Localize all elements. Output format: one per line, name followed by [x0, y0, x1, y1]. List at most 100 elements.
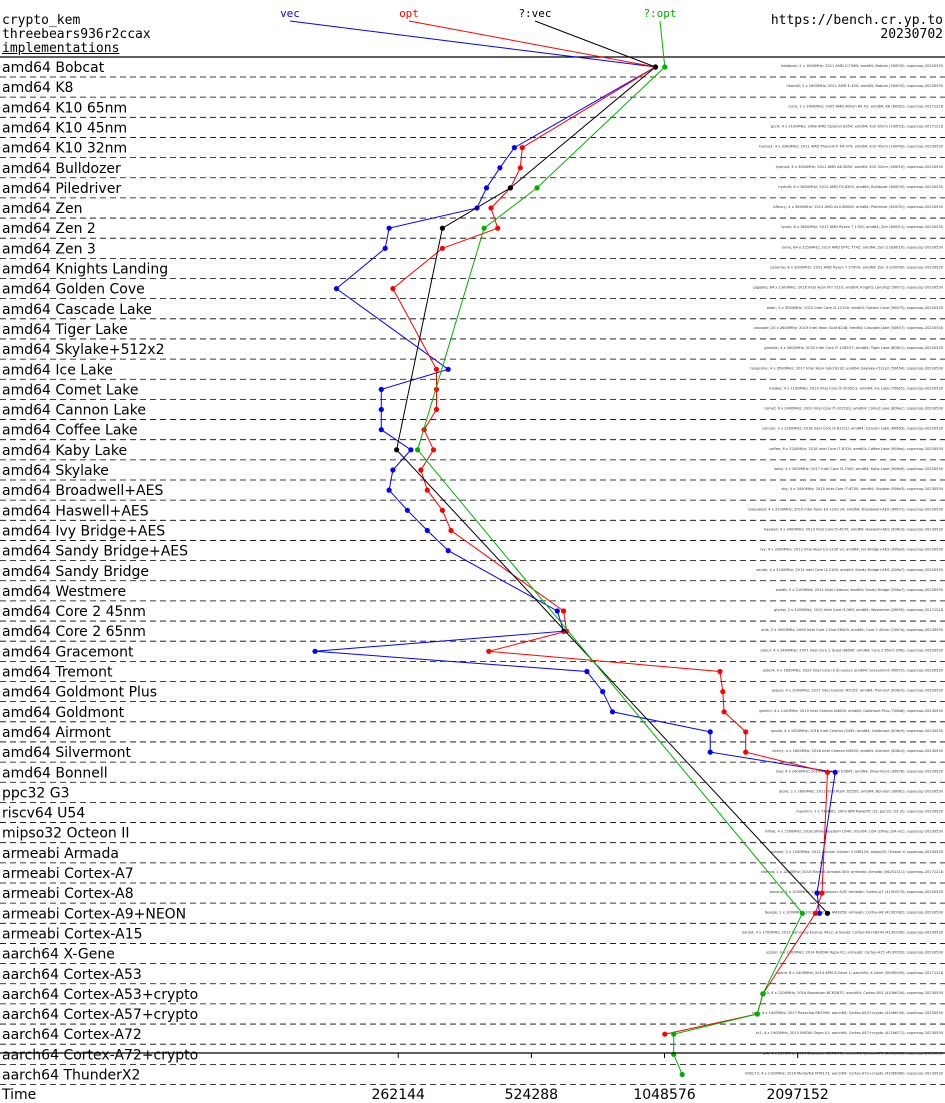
- data-point-?:opt: [671, 1031, 677, 1037]
- x-tick-label: 2097152: [766, 1087, 828, 1103]
- machine-label: amd64 Coffee Lake: [2, 423, 138, 439]
- x-tick-label: 1048576: [633, 1087, 695, 1103]
- series-line-?:vec: [396, 66, 828, 914]
- machine-label: amd64 Silvermont: [2, 745, 132, 761]
- machine-label: amd64 Piledriver: [2, 181, 121, 197]
- machine-label: amd64 K10 32nm: [2, 141, 127, 157]
- machine-note: tangerine; 4 x 3500MHz; 2017 Intel Xeon …: [750, 366, 943, 370]
- machine-note: utils; 2 x 3000MHz; 2009 Intel Core 2 Du…: [761, 628, 944, 632]
- data-point-opt: [439, 507, 445, 513]
- machine-note: gemini; 4 x 1100MHz; 2019 Intel Celeron …: [759, 709, 943, 713]
- data-point-opt: [717, 668, 723, 675]
- data-point-?:vec: [394, 447, 400, 453]
- machine-label: armeabi Armada: [2, 846, 119, 862]
- data-point-?:opt: [534, 185, 540, 191]
- machine-note: gamble; 4 x 2800MHz; 2020 Intel Core i7-…: [764, 346, 943, 350]
- page-header-left: crypto_kem threebears936r2ccax implement…: [2, 14, 151, 56]
- data-point-opt: [488, 205, 494, 211]
- data-point-vec: [333, 286, 339, 292]
- data-point-opt: [424, 487, 430, 493]
- data-point-?:opt: [415, 447, 421, 453]
- machine-note: cezanne; 8 x 3900MHz; 2021 AMD Ryzen 7 5…: [770, 266, 944, 270]
- machine-label: amd64 Haswell+AES: [2, 503, 149, 519]
- machine-note: gcc4; 4 x 2100MHz; 2008 AMD Opteron 8354…: [771, 124, 944, 128]
- machine-note: apollo; 4 x 1500MHz; 2016 Intel Celeron …: [771, 729, 944, 733]
- machine-note: macmini; 1 x 733MHz; 2003 IBM PowerPC G3…: [796, 810, 943, 814]
- machine-label: amd64 Kaby Lake: [2, 443, 127, 459]
- data-point-?:opt: [754, 1011, 760, 1017]
- data-point-opt: [486, 648, 492, 654]
- machine-label: amd64 Tremont: [2, 665, 113, 681]
- data-point-vec: [386, 487, 392, 493]
- machine-note: hydra9; 8 x 3600MHz; 2012 AMD FX-8350; a…: [778, 185, 943, 189]
- data-point-vec: [312, 648, 318, 654]
- data-point-opt: [721, 709, 727, 715]
- site-url[interactable]: https://bench.cr.yp.to: [770, 13, 943, 28]
- data-point-?:vec: [507, 185, 513, 191]
- series-lines: [312, 64, 838, 1078]
- data-point-opt: [812, 910, 819, 916]
- machine-note: icelake; 4 x 1100MHz; 2019 Intel Core i5…: [769, 386, 944, 390]
- page-header-right: https://bench.cr.yp.to 20230702: [771, 14, 943, 42]
- primitive-name: crypto_kem: [2, 13, 81, 28]
- machine-note: cannon; 2 x 2200MHz; 2018 Intel Core i3-…: [762, 427, 944, 431]
- machine-note: banana; 2 x 1000MHz; 2014 Allwinner A20;…: [770, 890, 944, 894]
- machine-note: pi3; 4 x 1200MHz; 2016 Broadcom BCM2837;…: [763, 991, 943, 995]
- data-point-opt: [448, 527, 454, 534]
- data-point-vec: [814, 890, 820, 896]
- machine-label: amd64 Ivy Bridge+AES: [2, 523, 165, 539]
- machine-label: aarch64 Cortex-A72+crypto: [2, 1047, 198, 1063]
- data-point-opt: [561, 608, 567, 614]
- machine-note: sandb; 2 x 2100MHz; 2011 Intel Celeron; …: [776, 588, 944, 592]
- machine-note: bay; 4 x 2400MHz; 2014 Intel Atom E3845;…: [776, 769, 944, 773]
- machine-note: odroid; 4 x 1700MHz; 2013 Samsung Exynos…: [742, 930, 944, 934]
- machine-note: hkanx8; 2 x 1800MHz; 2011 AMD E-450; amd…: [787, 84, 944, 88]
- machine-note: jasper; 4 x 2000MHz; 2021 Intel Celeron …: [771, 689, 944, 693]
- machine-label: amd64 K10 45nm: [2, 120, 127, 136]
- machine-note: sandy; 4 x 3100MHz; 2011 Intel Core i3-2…: [756, 568, 943, 572]
- data-point-opt: [430, 447, 437, 453]
- machine-label: mipso32 Octeon II: [2, 826, 130, 842]
- series-label-vec: vec: [280, 7, 300, 20]
- series-leader-?:vec: [534, 20, 656, 68]
- machine-label: aarch64 Cortex-A53: [2, 967, 142, 983]
- machine-note: bblobcat; 2 x 1600MHz; 2011 AMD G-T56N; …: [781, 64, 943, 68]
- data-point-vec: [404, 507, 410, 513]
- machine-label: amd64 Core 2 65nm: [2, 624, 146, 640]
- machine-label: amd64 Zen 3: [2, 241, 96, 257]
- data-point-vec: [424, 527, 430, 534]
- series-label-?:vec: ?:vec: [518, 7, 551, 20]
- machine-note: latour; 4 x 2400MHz; 2007 Intel Core 2 Q…: [760, 648, 943, 652]
- data-point-?:opt: [481, 225, 487, 231]
- data-point-vec: [378, 386, 384, 392]
- machine-label: amd64 Skylake+512x2: [2, 342, 164, 358]
- series-line-?:opt: [417, 66, 803, 1075]
- machine-label: amd64 Westmere: [2, 584, 126, 600]
- machine-label: amd64 Golden Cove: [2, 282, 145, 298]
- machine-note: ivy; 4 x 3200MHz; 2012 Intel Xeon E3-123…: [760, 548, 943, 552]
- machine-note: rome; 64 x 2250MHz; 2019 AMD EPYC 7742; …: [782, 245, 944, 249]
- machine-note: broadwell; 4 x 3100MHz; 2015 Intel Xeon …: [748, 507, 943, 511]
- data-point-?:vec: [824, 910, 831, 916]
- machine-note: glyme; 2 x 3200MHz; 2010 Intel Core i3-5…: [774, 608, 944, 612]
- data-point-vec: [832, 769, 838, 775]
- machine-label: amd64 Bobcat: [2, 60, 105, 76]
- data-point-opt: [564, 628, 570, 634]
- machine-label: amd64 Comet Lake: [2, 382, 139, 398]
- machine-label: ppc32 G3: [2, 785, 70, 801]
- machine-label: amd64 Cannon Lake: [2, 403, 146, 419]
- machine-note: gigajilly; 64 x 1300MHz; 2016 Intel Xeon…: [753, 286, 943, 290]
- implementations-link[interactable]: implementations: [2, 41, 120, 56]
- machine-label: amd64 Sandy Bridge+AES: [2, 544, 188, 560]
- machine-label: armeabi Cortex-A8: [2, 886, 134, 902]
- data-point-opt: [519, 145, 525, 151]
- data-point-vec: [584, 668, 590, 675]
- machine-note: jetson; 4 x 2300MHz; 2014 NVIDIA Tegra K…: [765, 951, 943, 955]
- data-point-vec: [554, 608, 560, 614]
- scheme-name: threebears936r2ccax: [2, 27, 151, 42]
- machine-label: aarch64 ThunderX2: [2, 1068, 140, 1084]
- machine-label: amd64 Airmont: [2, 725, 111, 741]
- data-point-vec: [408, 447, 414, 453]
- machine-label: amd64 Tiger Lake: [2, 322, 128, 338]
- data-point-vec: [378, 427, 384, 433]
